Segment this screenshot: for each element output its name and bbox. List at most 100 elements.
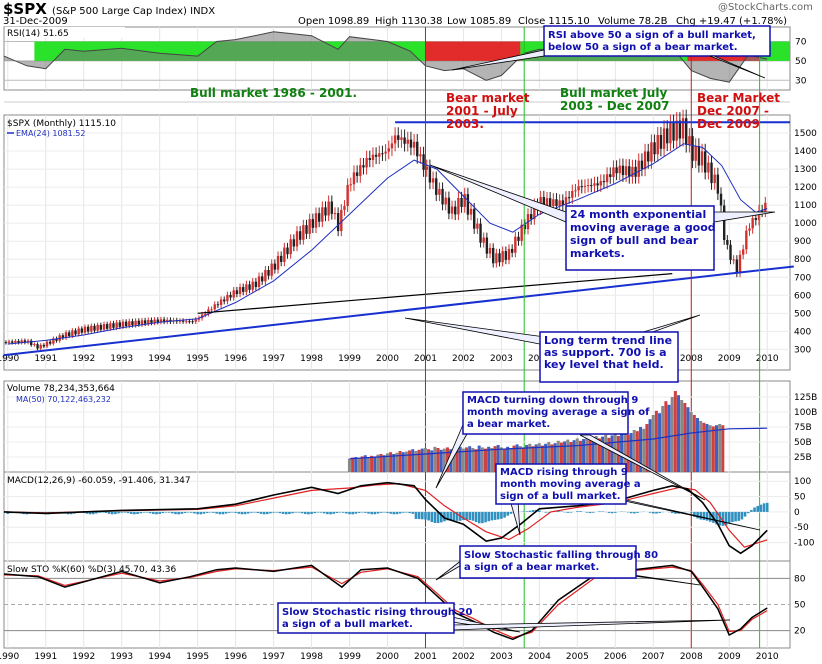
price-candle	[688, 136, 691, 145]
volume-bar	[686, 407, 690, 472]
price-candle	[694, 145, 697, 161]
macd-histogram-bar	[253, 511, 256, 513]
volume-bar	[417, 449, 421, 472]
volume-bar	[373, 456, 377, 472]
price-candle	[109, 323, 112, 329]
price-candle	[359, 165, 362, 176]
price-candle	[96, 324, 99, 331]
macd-histogram-bar	[152, 511, 155, 515]
price-candle	[254, 281, 258, 287]
macd-histogram-bar	[433, 511, 437, 523]
price-candle	[264, 269, 267, 282]
price-candle	[137, 320, 140, 325]
macd-histogram-bar	[383, 511, 386, 513]
price-candle	[45, 341, 49, 347]
price-candle	[760, 210, 764, 212]
macd-histogram-bar	[538, 510, 541, 512]
bear-2007-label: Bear Market	[697, 91, 780, 105]
macd-histogram-bar	[243, 511, 247, 515]
stochastic-tick-label: 20	[794, 627, 806, 637]
price-candle	[748, 228, 751, 231]
volume-bar	[446, 447, 450, 472]
macd-histogram-bar	[341, 511, 345, 513]
panel-price-frame	[3, 114, 791, 371]
volume-bar	[534, 444, 538, 472]
x-tick-label: 1990	[0, 354, 20, 364]
volume-bar	[607, 437, 611, 472]
macd-histogram-bar	[101, 511, 105, 513]
volume-bar	[430, 450, 434, 472]
price-candle	[634, 166, 637, 177]
trend-note-text: Long term trend line	[544, 334, 672, 347]
volume-ma-legend: MA(50) 70,122,463,232	[16, 395, 111, 404]
price-candle	[86, 326, 90, 332]
price-candle	[666, 128, 669, 144]
price-candle	[685, 118, 688, 145]
price-candle	[473, 208, 476, 229]
price-candle	[722, 205, 726, 240]
price-candle	[514, 236, 517, 253]
price-candle	[624, 166, 628, 176]
price-candle	[681, 118, 685, 139]
x-tick-label: 1994	[148, 354, 171, 364]
price-candle	[105, 324, 109, 329]
macd-histogram-bar	[231, 511, 234, 513]
macd-histogram-bar	[746, 511, 750, 514]
high-value: High 1130.38	[375, 16, 443, 27]
price-candle	[647, 151, 650, 162]
volume-bar	[436, 448, 440, 472]
macd-histogram-bar	[727, 511, 731, 524]
price-candle	[387, 148, 390, 152]
price-candle	[545, 198, 549, 207]
price-candle	[143, 320, 147, 324]
macd-histogram-bar	[329, 511, 332, 515]
x-tick-label: 1993	[110, 652, 133, 662]
price-tick-label: 1400	[794, 147, 817, 157]
price-candle	[270, 263, 273, 276]
price-candle	[156, 319, 159, 323]
macd-histogram-bar	[414, 511, 418, 519]
volume-bar	[569, 442, 573, 472]
macd-histogram-bar	[120, 511, 124, 513]
volume-bar	[490, 448, 494, 472]
price-candle	[488, 247, 492, 254]
price-candle	[242, 287, 245, 292]
macd-up-text: sign of a bull market.	[500, 491, 621, 502]
macd-histogram-bar	[408, 511, 411, 514]
macd-tick-label: 50	[794, 493, 806, 503]
macd-histogram-bar	[392, 511, 396, 515]
macd-histogram-bar	[310, 511, 313, 514]
sto-up-text: a sign of a bull market.	[282, 619, 413, 630]
macd-histogram-bar	[547, 511, 551, 513]
price-candle	[476, 223, 479, 229]
macd-histogram-bar	[145, 511, 149, 513]
price-candle	[719, 193, 723, 206]
price-candle	[381, 153, 384, 155]
macd-tick-label: -50	[794, 523, 809, 533]
price-candle	[378, 153, 381, 157]
volume-bar	[572, 440, 576, 472]
price-candle	[640, 160, 644, 170]
macd-histogram-bar	[294, 511, 298, 513]
price-candle	[419, 154, 422, 157]
price-candle	[593, 183, 596, 186]
ema-line	[7, 143, 768, 345]
macd-histogram-bar	[136, 511, 139, 515]
macd-histogram-bar	[278, 511, 282, 514]
volume-bar	[575, 438, 579, 472]
price-candle	[675, 120, 678, 141]
macd-histogram-bar	[490, 511, 494, 521]
price-candle	[605, 174, 609, 183]
price-candle	[245, 284, 248, 292]
price-candle	[48, 341, 52, 344]
price-candle	[371, 154, 375, 160]
macd-histogram-bar	[209, 511, 212, 513]
change-value: Chg +19.47 (+1.78%)	[676, 16, 787, 27]
volume-value: Volume 78.2B	[598, 16, 668, 27]
price-candle	[20, 340, 23, 343]
stochastic-d-line	[3, 566, 768, 639]
macd-histogram-bar	[351, 511, 355, 515]
volume-bar	[404, 451, 408, 472]
price-candle	[289, 239, 292, 255]
macd-histogram-bar	[509, 511, 513, 514]
